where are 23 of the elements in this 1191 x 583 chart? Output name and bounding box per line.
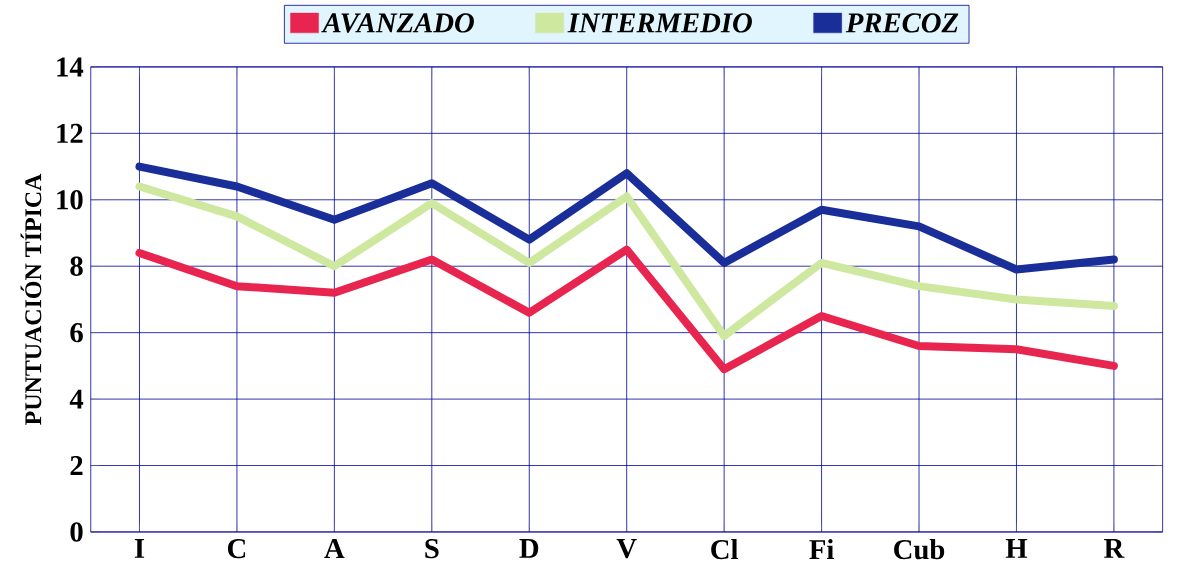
y-axis-title: PUNTUACIÓN TÍPICA: [20, 173, 42, 425]
legend-label: AVANZADO: [321, 13, 474, 33]
x-tick-label: R: [1104, 539, 1125, 558]
legend-label: PRECOZ: [845, 13, 959, 33]
x-tick-label: I: [134, 539, 145, 558]
x-tick-label: D: [519, 539, 539, 558]
legend-label: INTERMEDIO: [567, 13, 752, 33]
y-tick-label: 10: [57, 190, 83, 210]
x-tick-label: Cub: [894, 539, 945, 560]
y-tick-label: 4: [69, 389, 84, 409]
x-tick-label: S: [425, 539, 439, 559]
y-tick-label: 0: [70, 522, 83, 542]
y-tick-label: 8: [70, 256, 83, 276]
x-tick-label: V: [616, 539, 637, 559]
y-tick-label: 12: [57, 123, 83, 143]
x-tick-label: C: [227, 539, 246, 559]
y-tick-label: 14: [57, 57, 84, 77]
y-tick-label: 2: [70, 456, 83, 476]
x-tick-label: A: [324, 539, 345, 558]
y-tick-label: 6: [70, 323, 83, 343]
x-tick-label: Fi: [809, 539, 834, 559]
x-tick-label: H: [1005, 539, 1028, 558]
x-tick-label: Cl: [711, 539, 738, 560]
